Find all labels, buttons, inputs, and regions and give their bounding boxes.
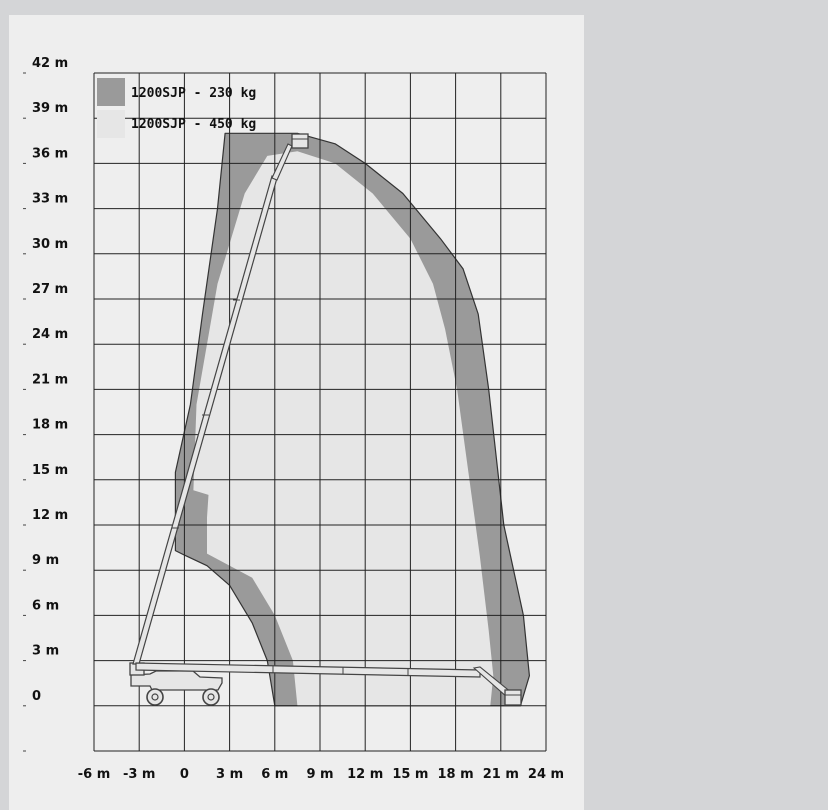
front-wheel xyxy=(202,688,220,706)
legend-swatch-450kg xyxy=(97,110,125,138)
x-tick-label: 21 m xyxy=(483,767,519,782)
y-axis-ticks xyxy=(23,72,26,752)
x-tick-label: -3 m xyxy=(123,767,156,782)
y-tick-label: 3 m xyxy=(32,644,59,659)
x-tick-label: -6 m xyxy=(78,767,111,782)
x-tick-label: 0 xyxy=(180,767,189,782)
horizontal-boom xyxy=(135,662,481,678)
front-wheel-hub xyxy=(207,693,215,701)
y-axis-labels: 42 m 39 m 36 m 33 m 30 m 27 m 24 m 21 m 18 m 15 m… xyxy=(32,56,68,704)
y-tick-label: 30 m xyxy=(32,237,68,252)
lowered-platform xyxy=(504,689,522,706)
y-tick-label: 42 m xyxy=(32,56,68,71)
legend-label-450kg: 1200SJP - 450 kg xyxy=(131,117,256,132)
x-tick-label: 6 m xyxy=(261,767,288,782)
x-tick-label: 3 m xyxy=(216,767,243,782)
y-tick-label: 39 m xyxy=(32,101,68,116)
rear-wheel xyxy=(146,688,164,706)
y-tick-label: 33 m xyxy=(32,192,68,207)
legend: 1200SJP - 230 kg 1200SJP - 450 kg xyxy=(97,78,256,138)
x-tick-label: 15 m xyxy=(392,767,428,782)
grid xyxy=(93,72,547,752)
y-tick-label: 15 m xyxy=(32,463,68,478)
raised-platform xyxy=(291,133,309,149)
legend-swatch-230kg xyxy=(97,78,125,106)
y-tick-label: 36 m xyxy=(32,146,68,161)
y-tick-label: 27 m xyxy=(32,282,68,297)
y-tick-label: 24 m xyxy=(32,327,68,342)
y-tick-label: 0 xyxy=(32,689,41,704)
y-tick-label: 18 m xyxy=(32,418,68,433)
chassis-shape xyxy=(130,670,223,691)
boom-lift-drawing xyxy=(129,133,522,706)
x-tick-label: 24 m xyxy=(528,767,564,782)
y-tick-label: 6 m xyxy=(32,598,59,613)
y-tick-label: 12 m xyxy=(32,508,68,523)
legend-label-230kg: 1200SJP - 230 kg xyxy=(131,86,256,101)
envelopes xyxy=(174,132,530,707)
y-tick-label: 9 m xyxy=(32,553,59,568)
x-tick-label: 9 m xyxy=(306,767,333,782)
x-axis-labels: -6 m -3 m 0 3 m 6 m 9 m 12 m 15 m 18 m 21 m 24 m xyxy=(78,767,564,782)
y-tick-label: 21 m xyxy=(32,372,68,387)
x-tick-label: 12 m xyxy=(347,767,383,782)
envelope-450kg xyxy=(193,151,494,706)
rear-wheel-hub xyxy=(151,693,159,701)
x-tick-label: 18 m xyxy=(438,767,474,782)
